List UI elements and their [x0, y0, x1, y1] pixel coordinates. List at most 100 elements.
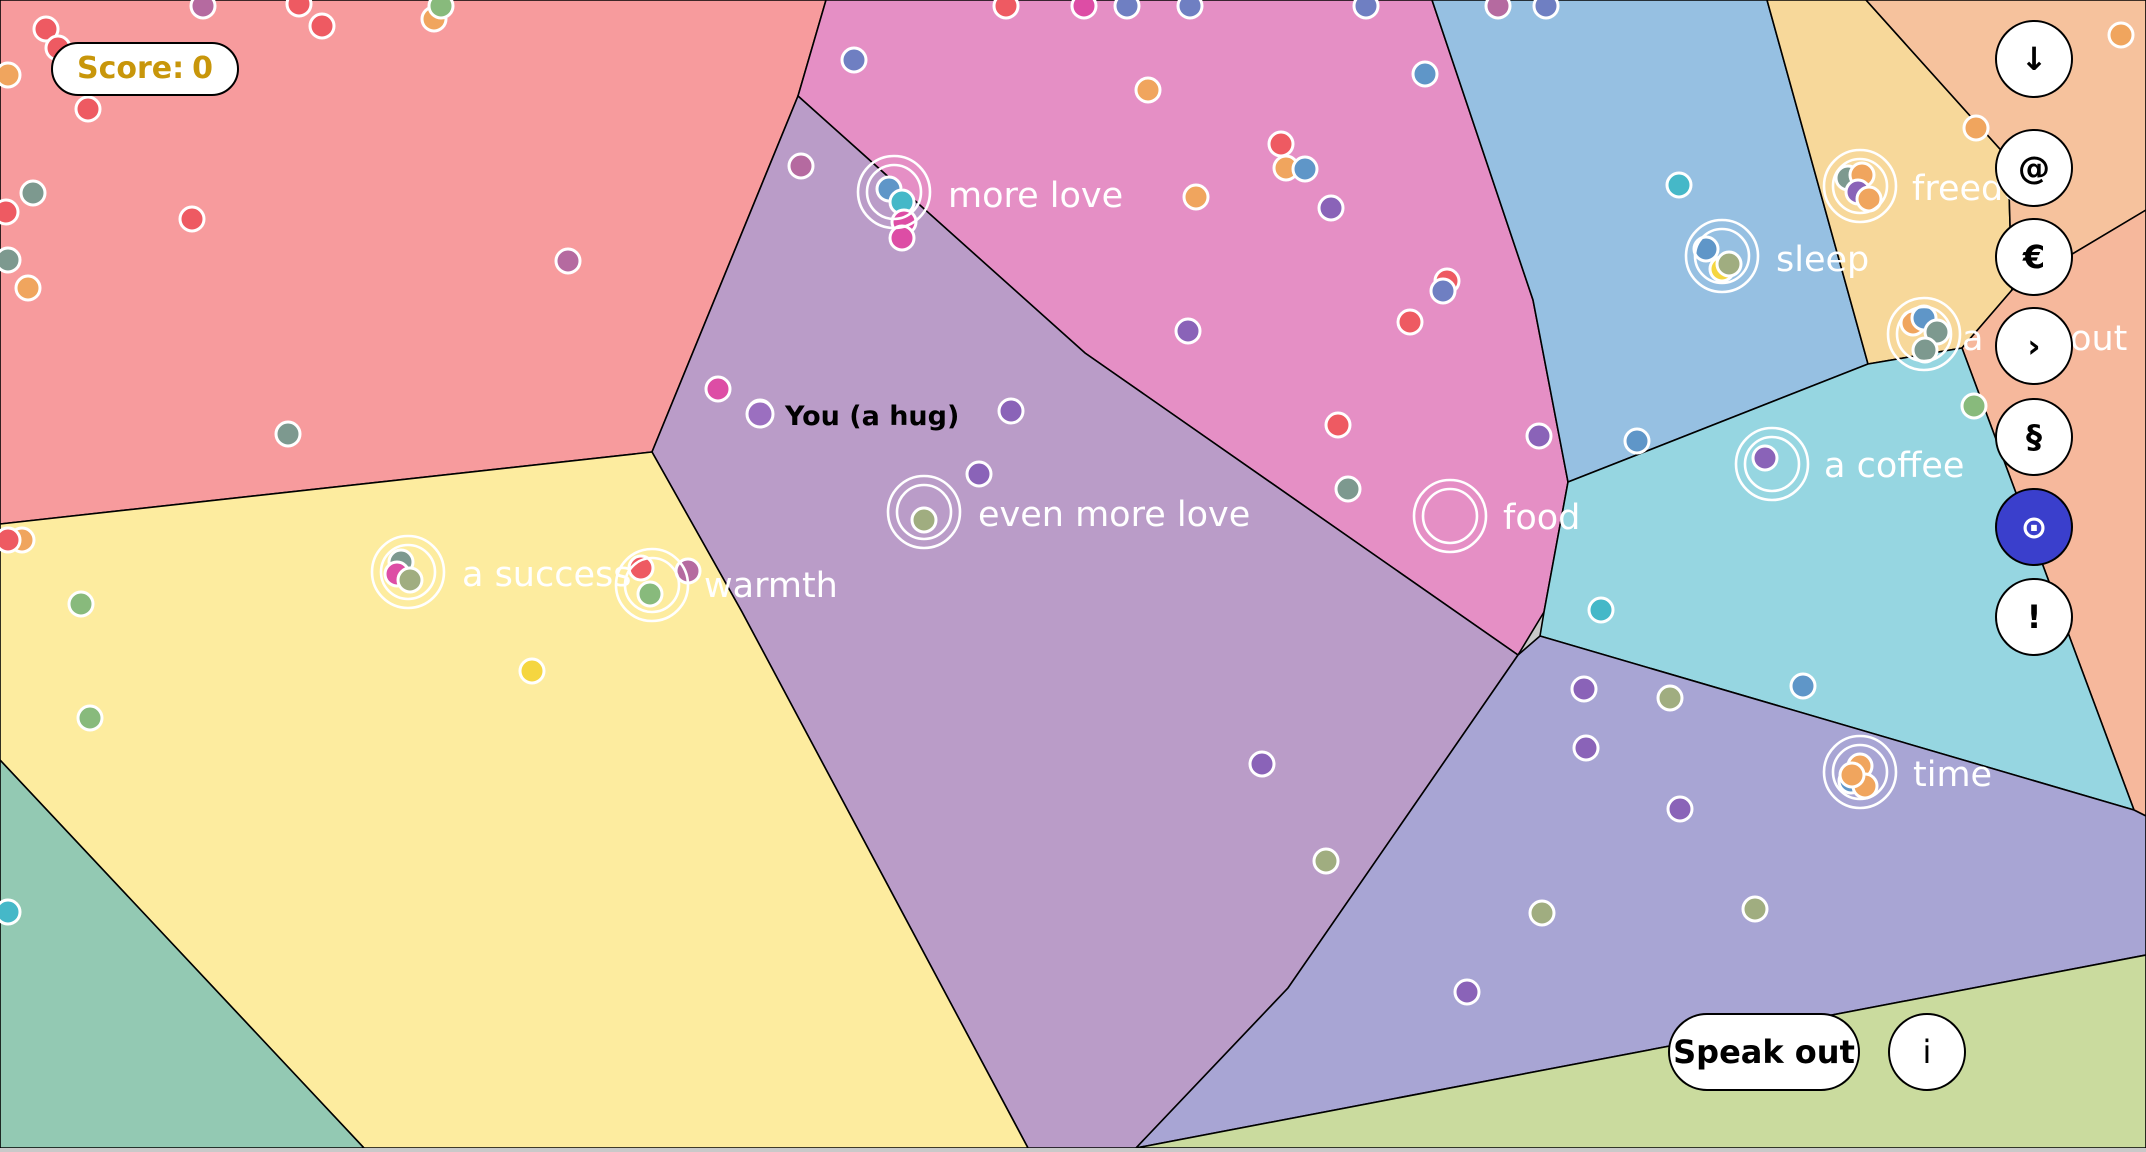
participant-dot — [787, 152, 815, 180]
participant-dot — [274, 420, 302, 448]
download-button[interactable]: ↓ — [1995, 20, 2073, 98]
target-icon: ⊙ — [2020, 508, 2048, 546]
next-button[interactable]: › — [1995, 307, 2073, 385]
player-dot[interactable] — [745, 399, 775, 429]
participant-dot — [840, 46, 868, 74]
goal-ring[interactable] — [1743, 435, 1801, 493]
participant-dot — [1572, 734, 1600, 762]
participant-dot — [1113, 0, 1141, 20]
participant-dot — [1623, 427, 1651, 455]
euro-button[interactable]: € — [1995, 218, 2073, 296]
participant-dot — [1960, 392, 1988, 420]
participant-dot — [1453, 978, 1481, 1006]
participant-dot — [1692, 235, 1720, 263]
at-sign-icon: @ — [2018, 149, 2050, 187]
participant-dot — [0, 898, 22, 926]
participant-dot — [965, 460, 993, 488]
participant-dot — [1411, 60, 1439, 88]
participant-dot — [67, 590, 95, 618]
goal-ring[interactable] — [1421, 487, 1479, 545]
participant-dot — [997, 397, 1025, 425]
alert-button[interactable]: ! — [1995, 578, 2073, 656]
participant-dot — [32, 15, 60, 43]
participant-dot — [0, 61, 22, 89]
participant-dot — [1182, 183, 1210, 211]
participant-dot — [0, 246, 22, 274]
participant-dot — [554, 247, 582, 275]
participant-dot — [1324, 411, 1352, 439]
goal-ring[interactable] — [1831, 743, 1889, 801]
section-sign-icon: § — [2026, 418, 2042, 456]
label-warmth: warmth — [704, 566, 838, 606]
label-time: time — [1913, 755, 1992, 795]
participant-dot — [427, 0, 455, 20]
participant-dot — [518, 657, 546, 685]
euro-icon: € — [2022, 238, 2046, 276]
goal-ring[interactable] — [1822, 734, 1898, 810]
participant-dot — [1528, 899, 1556, 927]
participant-dot — [178, 205, 206, 233]
label-food: food — [1503, 498, 1580, 538]
goal-ring[interactable] — [1693, 227, 1751, 285]
participant-dot — [1317, 194, 1345, 222]
goal-ring[interactable] — [370, 534, 446, 610]
goal-ring[interactable] — [379, 543, 437, 601]
goal-ring[interactable] — [865, 163, 923, 221]
participant-dot — [19, 179, 47, 207]
goal-ring[interactable] — [886, 474, 962, 550]
goal-ring[interactable] — [623, 556, 681, 614]
participant-dot — [189, 0, 217, 20]
label-even-more-love: even more love — [978, 495, 1250, 535]
goal-ring[interactable] — [895, 483, 953, 541]
participant-dot — [2107, 21, 2135, 49]
goal-ring[interactable] — [856, 154, 932, 230]
goal-ring[interactable] — [1734, 426, 1810, 502]
goal-ring[interactable] — [1895, 305, 1953, 363]
participant-dot — [0, 526, 22, 554]
participant-dot — [308, 12, 336, 40]
participant-dot — [14, 274, 42, 302]
participant-dot — [1176, 0, 1204, 20]
region-yellow[interactable] — [0, 451, 1029, 1148]
participant-dot — [1838, 761, 1866, 789]
participant-dot — [1570, 675, 1598, 703]
participant-dot — [1312, 847, 1340, 875]
participant-dot — [1656, 684, 1684, 712]
info-button[interactable]: i — [1888, 1013, 1966, 1091]
section-button[interactable]: § — [1995, 398, 2073, 476]
goal-ring[interactable] — [1412, 478, 1488, 554]
label-more-love: more love — [948, 176, 1123, 216]
participant-dot — [1267, 130, 1295, 158]
participant-dot — [1665, 171, 1693, 199]
participant-dot — [992, 0, 1020, 20]
goal-ring[interactable] — [1684, 218, 1760, 294]
participant-dot — [1134, 76, 1162, 104]
participant-dot — [1741, 895, 1769, 923]
goal-ring[interactable] — [1822, 148, 1898, 224]
participant-dot — [1174, 317, 1202, 345]
speak-out-button[interactable]: Speak out — [1668, 1013, 1860, 1091]
participant-dot — [888, 224, 916, 252]
participant-dot — [1532, 0, 1560, 20]
participant-dot — [76, 704, 104, 732]
goal-ring[interactable] — [1886, 296, 1962, 372]
goal-ring[interactable] — [1831, 157, 1889, 215]
region-lime[interactable] — [1135, 954, 2146, 1148]
participant-dot — [1715, 250, 1743, 278]
participant-dot — [1070, 0, 1098, 20]
participant-dot — [1751, 444, 1779, 472]
participant-dot — [396, 566, 424, 594]
label-a-coffee: a coffee — [1824, 446, 1964, 486]
participant-dot — [1334, 475, 1362, 503]
participant-dot — [636, 580, 664, 608]
speak-out-label: Speak out — [1673, 1033, 1855, 1071]
at-button[interactable]: @ — [1995, 129, 2073, 207]
down-arrow-icon: ↓ — [2020, 40, 2048, 78]
target-button[interactable]: ⊙ — [1995, 488, 2073, 566]
participant-dot — [1291, 155, 1319, 183]
participant-dot — [1396, 308, 1424, 336]
goal-ring[interactable] — [614, 547, 690, 623]
region-teal[interactable] — [0, 758, 366, 1148]
